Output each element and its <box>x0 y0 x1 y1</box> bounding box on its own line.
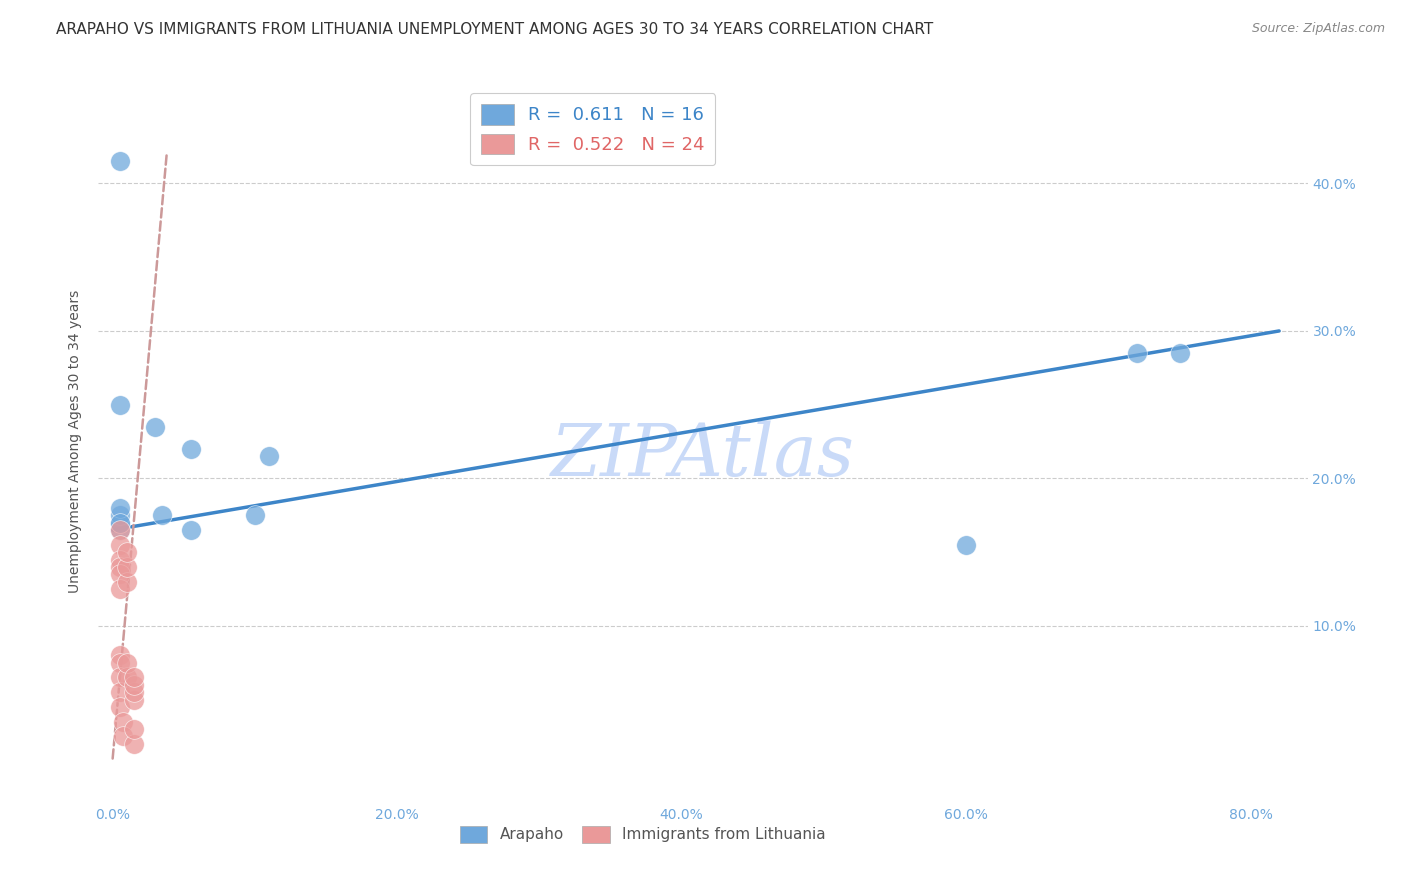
Point <box>122 678 145 692</box>
Point <box>257 450 280 464</box>
Point <box>108 685 131 699</box>
Point <box>115 574 138 589</box>
Y-axis label: Unemployment Among Ages 30 to 34 years: Unemployment Among Ages 30 to 34 years <box>69 290 83 593</box>
Text: ARAPAHO VS IMMIGRANTS FROM LITHUANIA UNEMPLOYMENT AMONG AGES 30 TO 34 YEARS CORR: ARAPAHO VS IMMIGRANTS FROM LITHUANIA UNE… <box>56 22 934 37</box>
Text: Source: ZipAtlas.com: Source: ZipAtlas.com <box>1251 22 1385 36</box>
Point <box>122 685 145 699</box>
Point <box>122 670 145 684</box>
Point <box>122 692 145 706</box>
Point <box>143 419 166 434</box>
Point <box>1126 346 1149 360</box>
Point <box>1168 346 1191 360</box>
Text: ZIPAtlas: ZIPAtlas <box>551 421 855 491</box>
Point <box>108 656 131 670</box>
Point <box>115 545 138 559</box>
Point <box>180 442 202 456</box>
Point <box>108 516 131 530</box>
Point <box>108 582 131 596</box>
Point <box>108 500 131 515</box>
Point <box>955 538 977 552</box>
Point <box>108 560 131 574</box>
Point <box>243 508 266 523</box>
Point <box>122 722 145 736</box>
Point <box>115 656 138 670</box>
Point <box>108 523 131 537</box>
Point <box>152 508 174 523</box>
Point <box>108 567 131 582</box>
Point <box>108 154 131 169</box>
Point <box>111 714 134 729</box>
Point <box>108 516 131 530</box>
Point <box>111 730 134 744</box>
Point <box>108 523 131 537</box>
Point <box>108 398 131 412</box>
Point <box>115 560 138 574</box>
Point <box>180 523 202 537</box>
Point <box>115 670 138 684</box>
Point <box>108 648 131 663</box>
Point <box>108 670 131 684</box>
Point <box>108 700 131 714</box>
Point <box>122 737 145 751</box>
Point <box>108 508 131 523</box>
Point <box>108 538 131 552</box>
Legend: Arapaho, Immigrants from Lithuania: Arapaho, Immigrants from Lithuania <box>454 820 831 849</box>
Point <box>108 552 131 566</box>
